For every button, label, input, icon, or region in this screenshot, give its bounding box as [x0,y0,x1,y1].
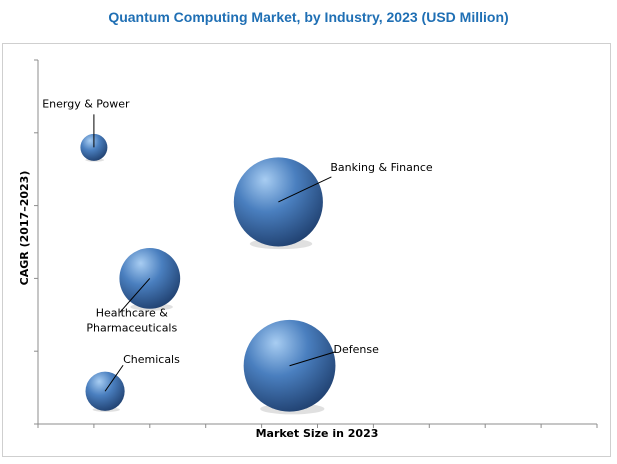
data-label: Energy & Power [42,97,130,110]
leader-line [119,278,151,313]
leader-line [104,364,124,392]
chart-frame [2,43,611,457]
data-label: Banking & Finance [330,161,433,174]
leader-line [289,351,336,367]
bubble-labels: Energy & Power Banking & Finance Healthcar… [42,97,433,392]
x-axis-title: Market Size in 2023 [256,427,379,440]
chart-title: Quantum Computing Market, by Industry, 2… [108,9,509,25]
data-label: Chemicals [123,353,180,366]
axes [34,59,598,428]
y-axis-title: CAGR (2017–2023) [18,171,31,286]
leader-line [278,176,332,203]
data-label: Healthcare & Pharmaceuticals [86,306,177,334]
data-label: Defense [334,343,380,356]
